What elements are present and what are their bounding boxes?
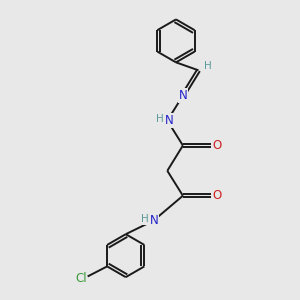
Text: H: H: [156, 114, 164, 124]
Text: O: O: [212, 189, 221, 202]
Text: O: O: [212, 139, 221, 152]
Text: N: N: [150, 214, 158, 227]
Text: N: N: [165, 114, 173, 127]
Text: H: H: [141, 214, 149, 224]
Text: N: N: [178, 89, 187, 102]
Text: Cl: Cl: [75, 272, 86, 285]
Text: H: H: [204, 61, 212, 71]
